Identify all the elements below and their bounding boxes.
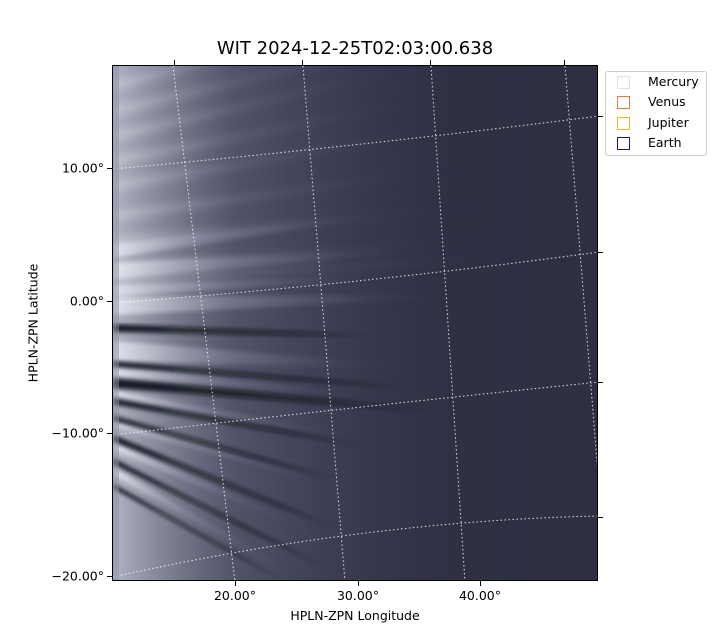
y-tick-label: 0.00° — [69, 293, 104, 309]
y-tick-label: −10.00° — [51, 425, 104, 441]
image-canvas — [113, 66, 597, 580]
legend: Mercury Venus Jupiter Earth — [605, 71, 707, 156]
x-tick-label: 40.00° — [458, 588, 502, 603]
y-tick-mark — [107, 301, 112, 302]
x-tick-mark — [480, 581, 481, 586]
streamer-texture — [113, 94, 453, 166]
y-tick-label: 10.00° — [61, 160, 104, 176]
y-tick-mark — [107, 576, 112, 577]
right-tick-mark — [598, 382, 603, 383]
y-tick-mark — [107, 433, 112, 434]
x-tick-mark — [235, 581, 236, 586]
streamer-texture — [113, 378, 433, 413]
streamer-texture — [113, 365, 363, 398]
streamer-texture — [113, 415, 343, 482]
legend-swatch — [617, 117, 630, 130]
top-tick-mark — [430, 60, 431, 65]
x-tick-mark — [358, 581, 359, 586]
streamer-texture — [113, 274, 393, 297]
x-tick-label: 20.00° — [213, 588, 257, 603]
streamer-texture — [113, 254, 533, 286]
streamer-texture — [113, 293, 443, 315]
streamer-texture — [113, 66, 203, 91]
legend-swatch — [617, 137, 630, 150]
heliospheric-image — [112, 65, 598, 581]
streamer-texture — [113, 164, 473, 221]
streamer-texture — [113, 458, 333, 572]
top-tick-mark — [302, 60, 303, 65]
y-tick-label: −20.00° — [51, 568, 104, 584]
legend-label: Jupiter — [648, 115, 689, 130]
right-tick-mark — [598, 116, 603, 117]
streamer-texture — [113, 66, 317, 116]
right-tick-mark — [598, 517, 603, 518]
legend-swatch — [617, 96, 630, 109]
right-tick-mark — [598, 252, 603, 253]
legend-label: Mercury — [648, 74, 699, 89]
streamer-texture — [113, 361, 413, 389]
streamer-texture — [113, 397, 363, 447]
streamer-texture — [113, 124, 463, 191]
top-tick-mark — [174, 60, 175, 65]
legend-swatch — [617, 76, 630, 89]
y-tick-mark — [107, 168, 112, 169]
streamer-texture — [113, 434, 343, 532]
streamer-texture — [113, 214, 373, 258]
x-tick-label: 30.00° — [336, 588, 380, 603]
y-axis-label: HPLN-ZPN Latitude — [25, 263, 41, 383]
streamer-texture — [113, 341, 393, 369]
streamer-texture — [113, 324, 373, 337]
top-tick-mark — [564, 60, 565, 65]
legend-label: Venus — [648, 94, 686, 109]
legend-label: Earth — [648, 135, 682, 150]
figure-title: WIT 2024-12-25T02:03:00.638 — [216, 38, 494, 59]
streamer-texture — [113, 441, 323, 538]
x-axis-label: HPLN-ZPN Longitude — [290, 608, 420, 623]
streamer-texture — [113, 249, 413, 279]
streamer-texture — [113, 390, 353, 438]
